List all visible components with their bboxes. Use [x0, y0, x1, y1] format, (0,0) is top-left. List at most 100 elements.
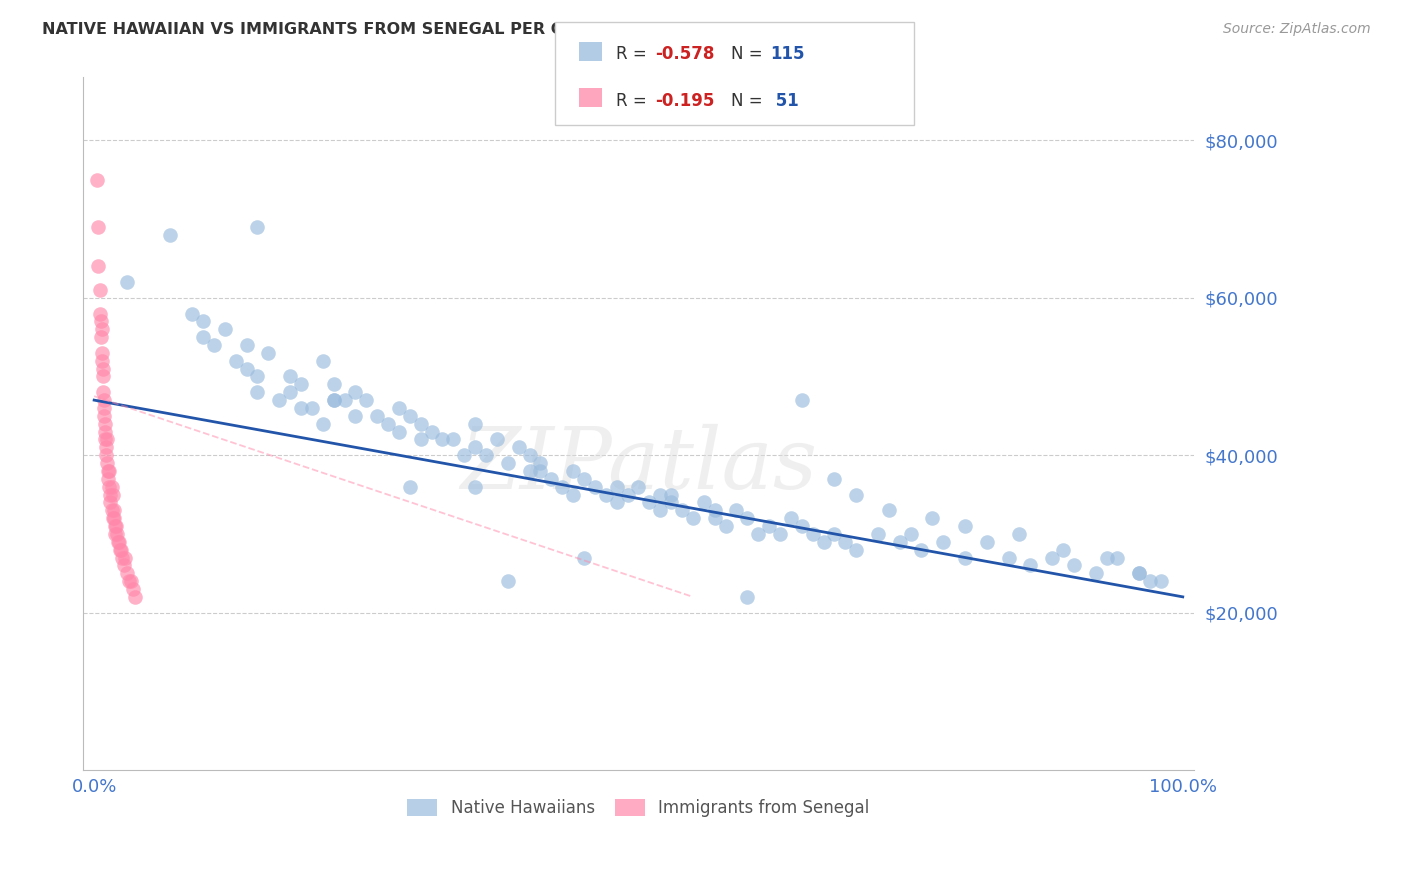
Point — [86, 173, 108, 187]
Point — [122, 582, 145, 596]
Point — [1107, 550, 1129, 565]
Point — [1128, 566, 1150, 581]
Point — [441, 433, 464, 447]
Point — [89, 307, 111, 321]
Point — [377, 417, 399, 431]
Text: R =: R = — [616, 45, 652, 63]
Point — [1052, 542, 1074, 557]
Point — [737, 590, 759, 604]
Point — [1150, 574, 1173, 588]
Point — [747, 527, 769, 541]
Point — [124, 590, 146, 604]
Point — [110, 542, 132, 557]
Point — [693, 495, 716, 509]
Point — [769, 527, 792, 541]
Point — [813, 534, 835, 549]
Point — [101, 511, 124, 525]
Point — [475, 448, 498, 462]
Point — [278, 385, 301, 400]
Point — [90, 314, 112, 328]
Point — [96, 456, 118, 470]
Point — [322, 393, 344, 408]
Point — [758, 519, 780, 533]
Point — [845, 542, 868, 557]
Point — [737, 511, 759, 525]
Point — [93, 393, 115, 408]
Point — [551, 480, 574, 494]
Point — [1008, 527, 1031, 541]
Point — [508, 440, 530, 454]
Point — [703, 511, 725, 525]
Point — [290, 401, 312, 415]
Point — [100, 487, 122, 501]
Point — [104, 519, 127, 533]
Point — [659, 495, 682, 509]
Point — [953, 519, 976, 533]
Point — [1019, 558, 1042, 573]
Point — [104, 519, 127, 533]
Point — [638, 495, 661, 509]
Point — [659, 487, 682, 501]
Point — [801, 527, 824, 541]
Text: -0.195: -0.195 — [655, 92, 714, 110]
Point — [366, 409, 388, 423]
Point — [333, 393, 356, 408]
Point — [910, 542, 932, 557]
Point — [572, 550, 595, 565]
Point — [464, 480, 486, 494]
Point — [235, 338, 257, 352]
Point — [1095, 550, 1118, 565]
Point — [87, 260, 110, 274]
Point — [94, 425, 117, 439]
Point — [98, 464, 121, 478]
Point — [246, 219, 269, 234]
Point — [519, 464, 541, 478]
Point — [97, 472, 120, 486]
Point — [572, 472, 595, 486]
Point — [496, 574, 519, 588]
Point — [110, 542, 132, 557]
Point — [496, 456, 519, 470]
Point — [671, 503, 693, 517]
Point — [877, 503, 900, 517]
Point — [322, 377, 344, 392]
Point — [464, 417, 486, 431]
Point — [1128, 566, 1150, 581]
Point — [606, 480, 628, 494]
Point — [301, 401, 323, 415]
Point — [90, 346, 112, 360]
Text: N =: N = — [731, 92, 768, 110]
Point — [100, 480, 122, 494]
Point — [90, 353, 112, 368]
Point — [344, 409, 367, 423]
Point — [246, 385, 269, 400]
Point — [112, 558, 135, 573]
Point — [519, 448, 541, 462]
Text: Source: ZipAtlas.com: Source: ZipAtlas.com — [1223, 22, 1371, 37]
Point — [90, 322, 112, 336]
Point — [845, 487, 868, 501]
Point — [1040, 550, 1063, 565]
Point — [94, 417, 117, 431]
Text: N =: N = — [731, 45, 768, 63]
Point — [540, 472, 562, 486]
Point — [108, 534, 131, 549]
Point — [420, 425, 443, 439]
Point — [118, 574, 141, 588]
Point — [725, 503, 748, 517]
Point — [257, 346, 280, 360]
Point — [322, 393, 344, 408]
Point — [485, 433, 508, 447]
Point — [790, 393, 813, 408]
Point — [650, 503, 672, 517]
Point — [344, 385, 367, 400]
Point — [290, 377, 312, 392]
Point — [823, 527, 845, 541]
Point — [214, 322, 236, 336]
Point — [388, 401, 411, 415]
Point — [98, 480, 121, 494]
Point — [312, 353, 335, 368]
Point — [107, 534, 129, 549]
Text: NATIVE HAWAIIAN VS IMMIGRANTS FROM SENEGAL PER CAPITA INCOME CORRELATION CHART: NATIVE HAWAIIAN VS IMMIGRANTS FROM SENEG… — [42, 22, 890, 37]
Point — [616, 487, 638, 501]
